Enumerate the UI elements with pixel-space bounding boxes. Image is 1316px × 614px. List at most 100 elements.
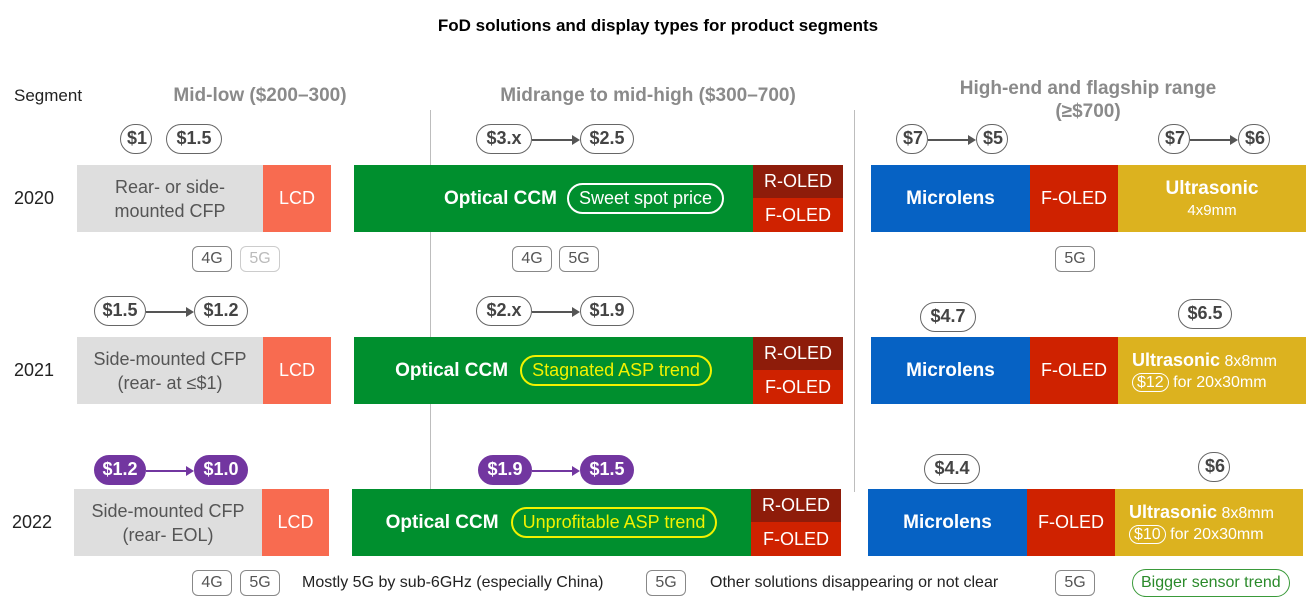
foled-high-box-2021: F-OLED: [1030, 337, 1118, 404]
ultrasonic-label: Ultrasonic: [1129, 501, 1218, 522]
ccm-label: Optical CCM: [385, 511, 499, 533]
year-2021: 2021: [14, 360, 55, 380]
price-mid-from-2022: $1.9: [478, 455, 532, 485]
trend-badge: Bigger sensor trend: [1132, 569, 1290, 597]
arrow-mid-2022: [532, 466, 580, 476]
ccm-label: Optical CCM: [395, 359, 509, 381]
segment-header-high-line1: High-end and flagship range: [959, 78, 1217, 99]
price-low-1: $1: [120, 124, 152, 154]
price-mid-to-2021: $1.9: [580, 296, 634, 326]
arrow-mid-2021: [532, 307, 580, 317]
year-2022: 2022: [12, 512, 53, 532]
price-ultra-to: $6: [1238, 124, 1270, 154]
ccm-box-2021: Optical CCM Stagnated ASP trend: [354, 337, 753, 404]
tag-5g-low-footer: 5G: [240, 570, 280, 596]
price-low-from-2021: $1.5: [94, 296, 146, 326]
tag-5g-high-2020: 5G: [1055, 246, 1095, 272]
roled-box-2021: R-OLED: [753, 337, 843, 370]
divider-mid-high: [854, 110, 855, 492]
ultrasonic-line1: Ultrasonic 8x8mm: [1132, 350, 1277, 371]
cfp-box-2020: Rear- or side- mounted CFP: [77, 165, 263, 232]
arrow-micro: [928, 135, 976, 145]
segment-header-mid: Midrange to mid-high ($300–700): [500, 85, 796, 106]
note-low: Mostly 5G by sub-6GHz (especially China): [302, 574, 604, 591]
price-micro-2021: $4.7: [920, 302, 976, 332]
roled-box-2020: R-OLED: [753, 165, 843, 198]
ultrasonic-size: 4x9mm: [1187, 202, 1237, 219]
watermark: ​: [341, 235, 379, 307]
price-low-from-2022: $1.2: [94, 455, 146, 485]
tag-4g-low-2020: 4G: [192, 246, 232, 272]
foled-high-box-2022: F-OLED: [1027, 489, 1115, 556]
ultrasonic-alt-price: $12: [1132, 372, 1169, 392]
ultrasonic-label: Ultrasonic: [1132, 349, 1221, 370]
ccm-box-2020: Optical CCM Sweet spot price: [354, 165, 753, 232]
tag-5g-mid-2020: 5G: [559, 246, 599, 272]
price-ultra-from: $7: [1158, 124, 1190, 154]
price-micro-from: $7: [896, 124, 928, 154]
lcd-box-2020: LCD: [263, 165, 331, 232]
segment-label: Segment: [14, 86, 83, 105]
cfp-line2: mounted CFP: [114, 200, 226, 221]
tag-5g-mid-footer: 5G: [646, 570, 686, 596]
price-micro-to: $5: [976, 124, 1008, 154]
segment-header-high: High-end and flagship range (≥$700): [920, 77, 1256, 123]
ccm-note-pill: Stagnated ASP trend: [520, 355, 712, 386]
price-low-to-2021: $1.2: [194, 296, 248, 326]
ultrasonic-alt-size: for 20x30mm: [1170, 525, 1264, 543]
ccm-note-pill: Sweet spot price: [566, 183, 725, 214]
foled-box-2022: F-OLED: [751, 522, 841, 556]
ultrasonic-line2: $10 for 20x30mm: [1129, 524, 1264, 544]
ccm-label: Optical CCM: [444, 187, 557, 209]
cfp-line1: Rear- or side-: [114, 176, 226, 197]
roled-box-2022: R-OLED: [751, 489, 841, 522]
foled-high-box-2020: F-OLED: [1030, 165, 1118, 232]
ultrasonic-alt-price: $10: [1129, 524, 1166, 544]
cfp-line1: Side-mounted CFP: [91, 500, 245, 521]
page-title: FoD solutions and display types for prod…: [437, 16, 879, 35]
ultrasonic-size: 8x8mm: [1221, 504, 1274, 522]
price-mid-from: $3.x: [476, 124, 532, 154]
tag-4g-mid-2020: 4G: [512, 246, 552, 272]
segment-header-high-line2: (≥$700): [1055, 101, 1121, 122]
arrow-low-2022: [146, 466, 194, 476]
ultrasonic-box-2022: Ultrasonic 8x8mm $10 for 20x30mm: [1115, 489, 1303, 556]
lcd-box-2021: LCD: [263, 337, 331, 404]
ccm-note-pill: Unprofitable ASP trend: [510, 507, 718, 538]
ultrasonic-label: Ultrasonic: [1165, 178, 1259, 199]
microlens-box-2020: Microlens: [871, 165, 1030, 232]
cfp-box-2021: Side-mounted CFP (rear- at ≤$1): [77, 337, 263, 404]
price-low-to-2022: $1.0: [194, 455, 248, 485]
tag-5g-low-2020: 5G: [240, 246, 280, 272]
arrow-mid: [532, 135, 580, 145]
ultrasonic-line2: $12 for 20x30mm: [1132, 372, 1267, 392]
divider-low-mid: [430, 110, 431, 492]
cfp-box-2022: Side-mounted CFP (rear- EOL): [74, 489, 262, 556]
price-low-2: $1.5: [166, 124, 222, 154]
segment-header-low: Mid-low ($200–300): [173, 85, 347, 106]
foled-box-2020: F-OLED: [753, 198, 843, 232]
ultrasonic-alt-size: for 20x30mm: [1173, 373, 1267, 391]
ultrasonic-box-2021: Ultrasonic 8x8mm $12 for 20x30mm: [1118, 337, 1306, 404]
microlens-box-2022: Microlens: [868, 489, 1027, 556]
cfp-line2: (rear- at ≤$1): [117, 372, 223, 393]
cfp-line1: Side-mounted CFP: [93, 348, 247, 369]
lcd-box-2022: LCD: [262, 489, 329, 556]
tag-4g-low-footer: 4G: [192, 570, 232, 596]
ccm-box-2022: Optical CCM Unprofitable ASP trend: [352, 489, 751, 556]
price-ultra-2021: $6.5: [1178, 299, 1232, 329]
price-mid-to-2022: $1.5: [580, 455, 634, 485]
price-mid-to: $2.5: [580, 124, 634, 154]
tag-5g-high-footer: 5G: [1055, 570, 1095, 596]
price-ultra-2022: $6: [1198, 452, 1230, 482]
price-micro-2022: $4.4: [924, 454, 980, 484]
ultrasonic-line1: Ultrasonic 8x8mm: [1129, 502, 1274, 523]
ultrasonic-box-2020: Ultrasonic 4x9mm: [1118, 165, 1306, 232]
note-mid: Other solutions disappearing or not clea…: [710, 574, 999, 591]
price-mid-from-2021: $2.x: [476, 296, 532, 326]
arrow-ultra: [1190, 135, 1238, 145]
microlens-box-2021: Microlens: [871, 337, 1030, 404]
cfp-line2: (rear- EOL): [122, 524, 214, 545]
year-2020: 2020: [14, 188, 55, 208]
ultrasonic-size: 8x8mm: [1224, 352, 1277, 370]
